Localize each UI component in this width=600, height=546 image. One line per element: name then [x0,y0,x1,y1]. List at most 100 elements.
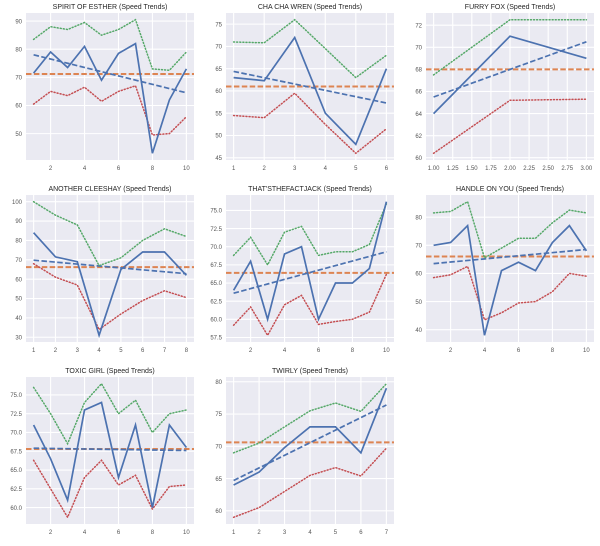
x-tick-labels: 2 4 6 8 10 [449,348,590,354]
x-tick-labels: 1 2 3 4 5 6 7 [232,530,389,536]
x-tick-label: 3 [293,166,297,172]
series-upper-bound [32,200,188,267]
chart-cell: THAT'STHEFACTJACK (Speed Trends) 57.5 60.0… [200,182,400,364]
chart-title: TOXIC GIRL (Speed Trends) [65,368,154,375]
y-tick-label: 70 [415,243,422,249]
x-tick-label: 6 [117,530,121,536]
series-speed [32,42,188,154]
x-tick-label: 8 [351,348,355,354]
x-tick-label: 2.50 [542,166,554,172]
chart-cell: TWIRLY (Speed Trends) 60 65 70 75 80 1 2 3 4 5 6 7 [200,364,400,546]
chart-plot: TWIRLY (Speed Trends) 60 65 70 75 80 1 2 3 4 5 6 7 [215,368,394,536]
plot-area [26,195,194,342]
chart-title: FURRY FOX (Speed Trends) [465,4,555,11]
y-tick-label: 50 [415,300,422,306]
chart-cell: HANDLE ON YOU (Speed Trends) 40 50 60 70 80 2 4… [400,182,600,364]
x-tick-label: 2 [449,348,453,354]
chart-plot: CHA CHA WREN (Speed Trends)4550556065707… [215,4,394,172]
series-upper-bound [432,200,588,260]
y-tick-label: 50 [15,297,22,303]
y-tick-label: 90 [15,219,22,225]
y-tick-label: 75 [215,412,222,418]
y-tick-label: 30 [15,335,22,341]
x-tick-label: 4 [308,530,312,536]
y-tick-label: 65 [215,477,222,483]
series-trend [33,259,187,275]
y-tick-label: 68 [415,68,422,74]
x-tick-label: 4 [83,166,87,172]
series-trend [233,250,387,295]
y-tick-label: 75 [215,22,222,28]
y-tick-label: 60.0 [210,318,222,324]
y-tick-labels: 30 40 50 60 70 80 90 100 [12,200,23,342]
series-lower-bound [32,84,188,136]
x-tick-label: 6 [385,166,389,172]
y-tick-label: 70.0 [210,245,222,251]
y-tick-label: 62.5 [10,487,22,493]
y-tick-label: 45 [215,156,222,162]
x-tick-label: 2 [257,530,261,536]
x-tick-label: 2 [249,348,253,354]
y-tick-label: 70 [15,76,22,82]
x-tick-label: 2 [54,348,58,354]
x-tick-label: 3.00 [581,166,593,172]
x-tick-label: 5 [334,530,338,536]
grid-lines [426,195,594,342]
empty-cell [400,364,600,546]
y-tick-labels: 60 65 70 75 80 [215,380,222,515]
y-tick-label: 70 [215,445,222,451]
x-tick-label: 3 [283,530,287,536]
chart-plot: SPIRIT OF ESTHER (Speed Trends) 50 60 70 80 9… [15,4,194,172]
x-tick-label: 6 [317,348,321,354]
series-lower-bound [432,265,588,321]
x-tick-label: 1 [232,530,236,536]
chart-plot: ANOTHER CLEESHAY (Speed Trends) 30 40 50 60 7… [12,186,194,354]
y-tick-labels: 57.5 60.0 62.5 65.0 67.5 70.0 72.5 75.0 [210,209,222,342]
chart-title: THAT'STHEFACTJACK (Speed Trends) [248,186,372,193]
x-tick-label: 6 [117,166,121,172]
y-tick-label: 64 [415,112,422,118]
y-tick-labels: 50 60 70 80 90 [15,19,22,138]
x-tick-label: 10 [183,166,190,172]
y-tick-label: 60 [15,104,22,110]
y-tick-label: 67.5 [210,263,222,269]
y-tick-label: 40 [15,316,22,322]
x-tick-label: 8 [151,166,155,172]
plot-area [26,377,194,524]
chart-cell: SPIRIT OF ESTHER (Speed Trends) 50 60 70 80 9… [0,0,200,182]
chart-title: CHA CHA WREN (Speed Trends) [258,4,362,11]
y-tick-label: 50 [215,134,222,140]
x-tick-label: 2 [49,530,53,536]
x-tick-label: 4 [483,348,487,354]
chart-plot: THAT'STHEFACTJACK (Speed Trends) 57.5 60.0… [210,186,394,354]
chart-title: ANOTHER CLEESHAY (Speed Trends) [48,186,171,193]
chart-plot: FURRY FOX (Speed Trends) 60 62 64 66 68 70 72 1.… [415,4,594,172]
series-speed [432,35,587,115]
y-tick-label: 60 [415,156,422,162]
y-tick-label: 90 [15,19,22,25]
x-tick-label: 3 [76,348,80,354]
series-upper-bound [432,18,588,76]
series-lower-bound [232,447,388,519]
y-tick-label: 70.0 [10,431,22,437]
y-tick-label: 40 [415,328,422,334]
y-tick-label: 80 [215,380,222,386]
series-upper-bound [232,382,388,454]
x-tick-label: 2.75 [561,166,573,172]
series-trend [33,53,187,94]
x-tick-labels: 2 4 6 8 10 [49,530,190,536]
y-tick-label: 62.5 [210,299,222,305]
series-lower-bound [32,459,188,519]
y-tick-label: 72 [415,23,422,29]
chart-plot: HANDLE ON YOU (Speed Trends) 40 50 60 70 80 2 4… [415,186,594,354]
series-lower-bound [432,98,588,155]
x-tick-label: 10 [583,348,590,354]
chart-cell: TOXIC GIRL (Speed Trends) 60.0 62.5 65.0 67.… [0,364,200,546]
y-tick-labels: 60.0 62.5 65.0 67.5 70.0 72.5 75.0 [10,393,22,512]
grid-lines [226,377,394,524]
series-speed [232,201,388,323]
x-tick-label: 6 [141,348,145,354]
y-tick-label: 60 [215,509,222,515]
y-tick-label: 55 [215,111,222,117]
y-tick-label: 80 [415,215,422,221]
